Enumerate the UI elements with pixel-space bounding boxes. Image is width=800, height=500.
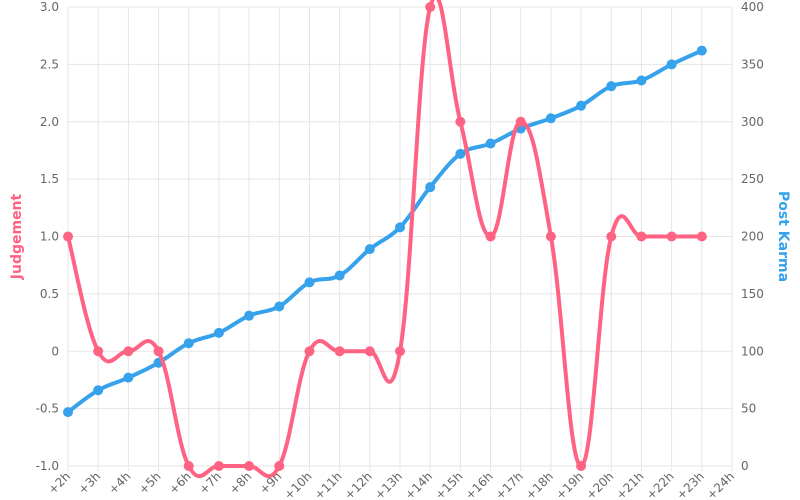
judgement-point[interactable]	[93, 346, 104, 357]
judgement-point[interactable]	[334, 346, 345, 357]
x-tick-label: +24h	[704, 469, 737, 500]
post-karma-point[interactable]	[364, 244, 375, 255]
post-karma-series-line	[66, 48, 704, 415]
post-karma-point[interactable]	[244, 310, 255, 321]
left-tick-label: -1.0	[36, 459, 59, 473]
left-tick-label: 0	[51, 344, 59, 358]
judgement-point[interactable]	[696, 231, 707, 242]
x-tick-label: +3h	[76, 469, 104, 497]
x-tick-label: +19h	[553, 469, 586, 500]
judgement-point[interactable]	[606, 231, 617, 242]
post-karma-point[interactable]	[395, 222, 405, 233]
post-karma-point[interactable]	[636, 75, 647, 86]
x-tick-label: +8h	[226, 469, 254, 497]
x-tick-label: +16h	[462, 469, 495, 500]
judgement-point[interactable]	[515, 116, 526, 127]
post-karma-point[interactable]	[455, 148, 466, 159]
x-tick-label: +17h	[493, 469, 526, 500]
right-tick-label: 50	[741, 402, 756, 416]
judgement-point[interactable]	[153, 346, 164, 357]
left-tick-label: 0.5	[40, 287, 59, 301]
post-karma-point[interactable]	[666, 59, 677, 70]
post-karma-point[interactable]	[606, 81, 617, 92]
x-tick-label: +13h	[372, 469, 405, 500]
series-layer	[63, 0, 707, 479]
x-tick-label: +23h	[674, 469, 707, 500]
right-tick-label: 150	[741, 287, 764, 301]
judgement-point[interactable]	[455, 116, 466, 127]
post-karma-point[interactable]	[545, 113, 556, 124]
right-tick-label: 350	[741, 57, 764, 71]
judgement-point[interactable]	[274, 461, 285, 471]
x-axis-ticks: +2h +3h +4h +5h +6h +7h +8h +9h+10h+11h+12h+13h…	[45, 469, 737, 500]
judgement-point[interactable]	[395, 346, 405, 357]
judgement-point[interactable]	[63, 231, 73, 242]
post-karma-point[interactable]	[63, 407, 73, 418]
x-tick-label: +20h	[583, 469, 616, 500]
judgement-point[interactable]	[244, 461, 255, 471]
post-karma-point[interactable]	[304, 277, 315, 288]
post-karma-point[interactable]	[485, 138, 496, 149]
post-karma-point[interactable]	[183, 338, 194, 349]
left-tick-label: 2.0	[40, 115, 59, 129]
right-tick-label: 200	[741, 230, 764, 244]
post-karma-point[interactable]	[93, 385, 104, 396]
judgement-point[interactable]	[545, 231, 556, 242]
x-tick-label: +21h	[613, 469, 646, 500]
judgement-point[interactable]	[123, 346, 134, 357]
x-tick-label: +12h	[342, 469, 375, 500]
judgement-point[interactable]	[576, 461, 587, 471]
x-tick-label: +5h	[136, 469, 164, 497]
left-tick-label: 3.0	[40, 0, 59, 14]
post-karma-point[interactable]	[576, 100, 587, 111]
x-tick-label: +11h	[312, 469, 345, 500]
post-karma-point[interactable]	[123, 372, 134, 383]
left-axis-ticks: 3.0 2.5 2.0 1.5 1.0 0.5 0 -0.5 -1.0	[36, 0, 59, 473]
judgement-point[interactable]	[183, 461, 194, 471]
right-tick-label: 400	[741, 0, 764, 14]
x-tick-label: +6h	[166, 469, 194, 497]
right-tick-label: 250	[741, 172, 764, 186]
x-tick-label: +7h	[196, 469, 224, 497]
left-tick-label: 1.0	[40, 230, 59, 244]
right-axis-title: Post Karma	[775, 191, 791, 282]
post-karma-point[interactable]	[334, 270, 345, 281]
post-karma-point[interactable]	[425, 182, 436, 193]
post-karma-point[interactable]	[274, 301, 285, 312]
right-tick-label: 100	[741, 344, 764, 358]
x-tick-label: +4h	[106, 469, 134, 497]
left-axis-title: Judgement	[9, 193, 25, 280]
left-tick-label: -0.5	[36, 402, 59, 416]
x-tick-label: +10h	[281, 469, 314, 500]
judgement-point[interactable]	[485, 231, 496, 242]
judgement-point[interactable]	[636, 231, 647, 242]
post-karma-point[interactable]	[213, 327, 224, 338]
x-tick-label: +14h	[402, 469, 435, 500]
right-tick-label: 0	[741, 459, 749, 473]
judgement-point[interactable]	[666, 231, 677, 242]
x-tick-label: +18h	[523, 469, 556, 500]
post-karma-point[interactable]	[696, 45, 707, 56]
judgement-point[interactable]	[425, 2, 436, 12]
judgement-point[interactable]	[213, 461, 224, 471]
judgement-point[interactable]	[304, 346, 315, 357]
left-tick-label: 2.5	[40, 57, 59, 71]
x-tick-label: +15h	[432, 469, 465, 500]
right-axis-ticks: 400 350 300 250 200 150 100 50 0	[741, 0, 764, 473]
x-tick-label: +2h	[45, 469, 73, 497]
grid-lines	[67, 6, 733, 471]
x-tick-label: +22h	[644, 469, 677, 500]
judgement-point[interactable]	[364, 346, 375, 357]
left-tick-label: 1.5	[40, 172, 59, 186]
right-tick-label: 300	[741, 115, 764, 129]
